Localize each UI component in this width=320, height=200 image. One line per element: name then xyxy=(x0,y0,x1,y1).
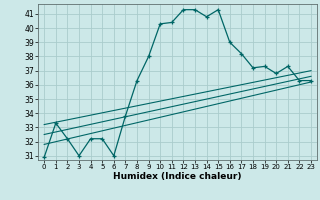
X-axis label: Humidex (Indice chaleur): Humidex (Indice chaleur) xyxy=(113,172,242,181)
